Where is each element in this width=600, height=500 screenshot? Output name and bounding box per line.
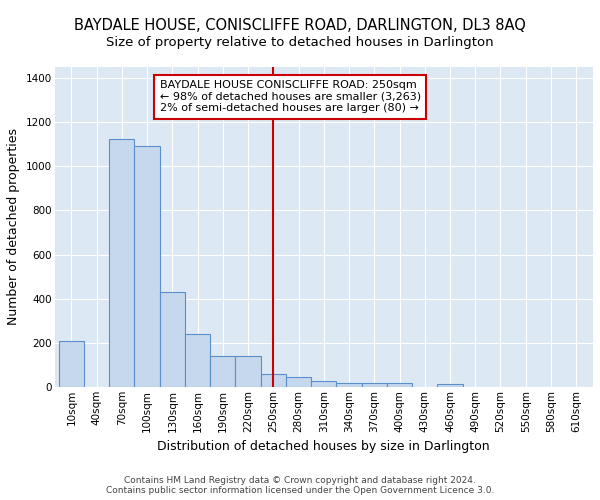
Bar bbox=[437, 384, 463, 387]
Bar bbox=[387, 383, 412, 387]
Bar bbox=[235, 356, 260, 387]
X-axis label: Distribution of detached houses by size in Darlington: Distribution of detached houses by size … bbox=[157, 440, 490, 453]
Text: Contains public sector information licensed under the Open Government Licence 3.: Contains public sector information licen… bbox=[106, 486, 494, 495]
Text: Contains HM Land Registry data © Crown copyright and database right 2024.: Contains HM Land Registry data © Crown c… bbox=[124, 476, 476, 485]
Bar bbox=[134, 146, 160, 387]
Text: BAYDALE HOUSE CONISCLIFFE ROAD: 250sqm
← 98% of detached houses are smaller (3,2: BAYDALE HOUSE CONISCLIFFE ROAD: 250sqm ←… bbox=[160, 80, 421, 114]
Bar bbox=[362, 383, 387, 387]
Bar bbox=[210, 356, 235, 387]
Text: Size of property relative to detached houses in Darlington: Size of property relative to detached ho… bbox=[106, 36, 494, 49]
Y-axis label: Number of detached properties: Number of detached properties bbox=[7, 128, 20, 326]
Text: BAYDALE HOUSE, CONISCLIFFE ROAD, DARLINGTON, DL3 8AQ: BAYDALE HOUSE, CONISCLIFFE ROAD, DARLING… bbox=[74, 18, 526, 32]
Bar bbox=[337, 383, 362, 387]
Bar bbox=[286, 377, 311, 387]
Bar bbox=[109, 138, 134, 387]
Bar bbox=[185, 334, 210, 387]
Bar bbox=[260, 374, 286, 387]
Bar bbox=[59, 340, 84, 387]
Bar bbox=[160, 292, 185, 387]
Bar bbox=[311, 382, 337, 387]
